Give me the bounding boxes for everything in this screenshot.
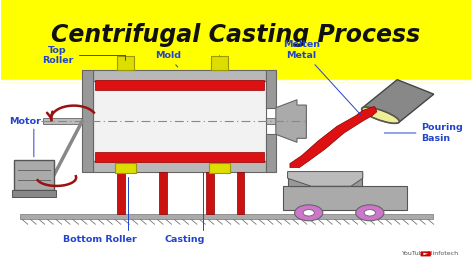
- Text: Casting: Casting: [164, 172, 204, 244]
- Bar: [95, 80, 264, 90]
- Bar: [159, 172, 167, 214]
- Text: Motor: Motor: [9, 117, 41, 126]
- Circle shape: [295, 205, 323, 221]
- Text: Top
Roller: Top Roller: [42, 46, 126, 65]
- Bar: [266, 70, 276, 108]
- Text: Mold: Mold: [155, 51, 181, 67]
- Bar: [206, 172, 214, 214]
- Bar: [92, 70, 266, 81]
- Bar: [95, 152, 264, 162]
- Polygon shape: [290, 106, 377, 168]
- Text: Pouring
Basin: Pouring Basin: [384, 123, 463, 143]
- Bar: [288, 172, 362, 186]
- Bar: [266, 134, 276, 172]
- Bar: [82, 70, 92, 172]
- Circle shape: [356, 205, 384, 221]
- Bar: [92, 81, 266, 161]
- Circle shape: [364, 210, 375, 216]
- Bar: [92, 161, 266, 172]
- Circle shape: [303, 210, 314, 216]
- Bar: [115, 163, 136, 173]
- Polygon shape: [276, 100, 306, 142]
- Text: YouTube/IIinfotech: YouTube/IIinfotech: [402, 250, 459, 255]
- Bar: [20, 214, 433, 219]
- Polygon shape: [288, 172, 363, 186]
- Ellipse shape: [362, 107, 399, 123]
- Bar: [43, 118, 306, 124]
- Text: Molten
Metal: Molten Metal: [283, 40, 361, 115]
- Bar: [211, 56, 228, 70]
- Bar: [1, 0, 471, 81]
- Polygon shape: [362, 80, 434, 122]
- FancyBboxPatch shape: [420, 251, 431, 256]
- Bar: [237, 172, 244, 214]
- Text: Centrifugal Casting Process: Centrifugal Casting Process: [51, 23, 420, 47]
- Bar: [117, 56, 134, 70]
- Polygon shape: [423, 253, 428, 255]
- FancyBboxPatch shape: [14, 160, 54, 190]
- Text: Bottom Roller: Bottom Roller: [63, 177, 137, 244]
- Bar: [117, 172, 125, 214]
- Bar: [1, 80, 471, 81]
- Bar: [12, 190, 56, 197]
- Bar: [283, 186, 407, 210]
- Bar: [209, 163, 230, 173]
